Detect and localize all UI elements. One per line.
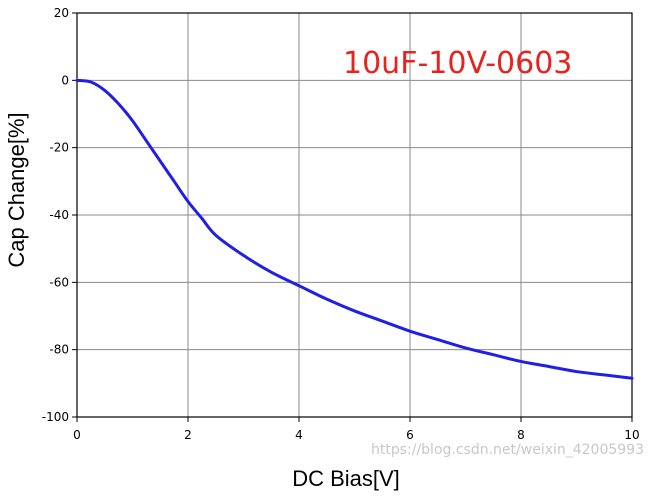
y-tick-labels: 20 0 -20 -40 -60 -80 -100 [42, 6, 69, 424]
y-tick-label: 0 [61, 73, 69, 87]
grid [77, 13, 632, 417]
y-tick-label: -60 [49, 275, 69, 289]
y-tick-label: -80 [49, 343, 69, 357]
x-tick-label: 8 [517, 428, 525, 442]
y-tick-label: -20 [49, 141, 69, 155]
x-tick-label: 0 [73, 428, 81, 442]
series-line [75, 78, 634, 380]
x-tick-label: 4 [295, 428, 303, 442]
x-axis-label: DC Bias[V] [292, 466, 400, 491]
y-tick-label: 20 [54, 6, 69, 20]
tick-marks [72, 12, 633, 422]
y-tick-label: -40 [49, 208, 69, 222]
x-tick-label: 6 [406, 428, 414, 442]
watermark: https://blog.csdn.net/weixin_42005993 [371, 442, 644, 458]
x-tick-label: 2 [184, 428, 192, 442]
x-tick-labels: 0 2 4 6 8 10 [73, 428, 639, 442]
y-axis-label: Cap Change[%] [4, 112, 29, 267]
x-tick-label: 10 [624, 428, 639, 442]
y-tick-label: -100 [42, 410, 69, 424]
chart-annotation: 10uF-10V-0603 [343, 46, 572, 81]
